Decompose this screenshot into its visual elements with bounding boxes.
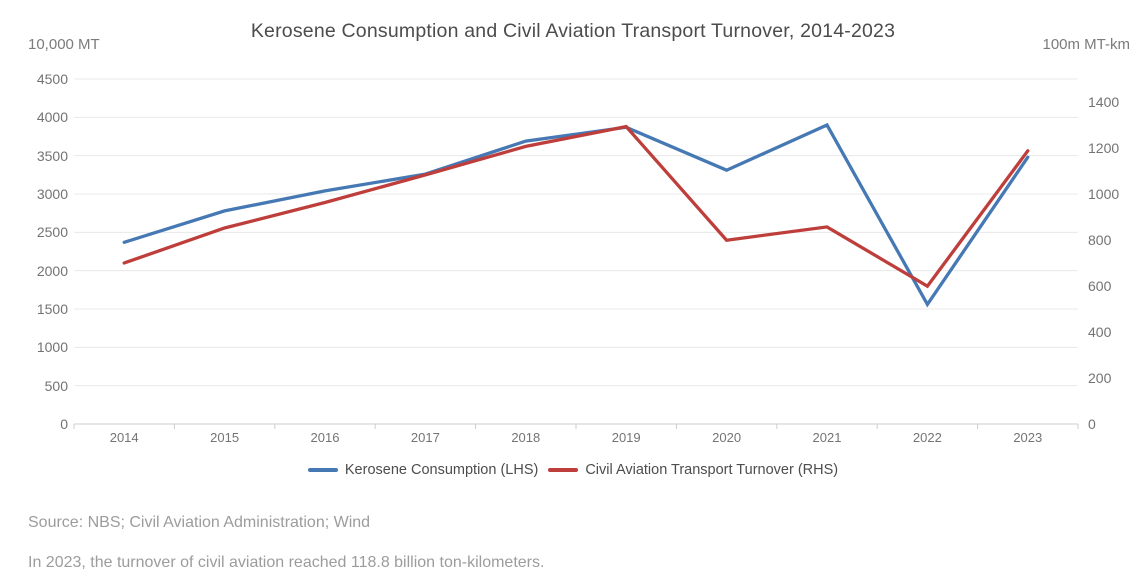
legend-item-kerosene[interactable]: Kerosene Consumption (LHS)	[307, 462, 539, 478]
y-left-tick-label: 3000	[36, 186, 68, 202]
x-tick-label: 2019	[611, 430, 641, 445]
y-left-tick-label: 1500	[36, 301, 68, 317]
x-tick-label: 2023	[1013, 430, 1043, 445]
x-tick-label: 2018	[511, 430, 541, 445]
legend-label: Kerosene Consumption (LHS)	[344, 462, 539, 478]
right-axis-unit-label: 100m MT-km	[1042, 36, 1130, 53]
x-tick-label: 2016	[310, 430, 340, 445]
legend: Kerosene Consumption (LHS) Civil Aviation…	[0, 462, 1146, 478]
series-line-kerosene	[122, 122, 1030, 308]
left-axis-unit-label: 10,000 MT	[28, 36, 100, 53]
y-right-tick-label: 200	[1088, 370, 1112, 386]
chart-title: Kerosene Consumption and Civil Aviation …	[250, 20, 896, 42]
y-left-tick-label: 3500	[36, 147, 68, 164]
y-right-tick-label: 1000	[1088, 186, 1120, 202]
legend-line-swatch	[307, 468, 338, 472]
x-tick-label: 2017	[410, 430, 440, 445]
source-note: Source: NBS; Civil Aviation Administrati…	[28, 514, 371, 531]
y-left-tick-label: 500	[44, 377, 68, 394]
y-right-tick-label: 800	[1088, 232, 1112, 248]
y-left-tick-label: 4000	[36, 109, 68, 126]
y-right-tick-label: 600	[1088, 278, 1112, 294]
y-left-tick-label: 4500	[36, 71, 68, 87]
x-tick-label: 2014	[109, 430, 139, 445]
legend-item-turnover[interactable]: Civil Aviation Transport Turnover (RHS)	[548, 462, 838, 478]
x-tick-label: 2015	[210, 430, 240, 445]
series-line-turnover	[122, 124, 1030, 289]
x-tick-label: 2020	[712, 430, 742, 445]
x-tick-label: 2021	[812, 430, 842, 445]
x-tick-label: 2022	[912, 430, 942, 445]
legend-line-swatch	[548, 468, 579, 472]
y-right-tick-label: 400	[1088, 324, 1112, 340]
y-left-tick-label: 0	[60, 416, 68, 432]
legend-label: Civil Aviation Transport Turnover (RHS)	[585, 462, 839, 478]
caption-note: In 2023, the turnover of civil aviation …	[28, 554, 545, 571]
y-left-tick-label: 2000	[36, 262, 68, 279]
plot-area	[73, 78, 1079, 429]
y-left-tick-label: 2500	[36, 224, 68, 241]
y-right-tick-label: 1200	[1088, 140, 1120, 156]
y-right-tick-label: 1400	[1088, 94, 1120, 110]
y-left-tick-label: 1000	[36, 339, 68, 356]
y-right-tick-label: 0	[1088, 416, 1096, 432]
